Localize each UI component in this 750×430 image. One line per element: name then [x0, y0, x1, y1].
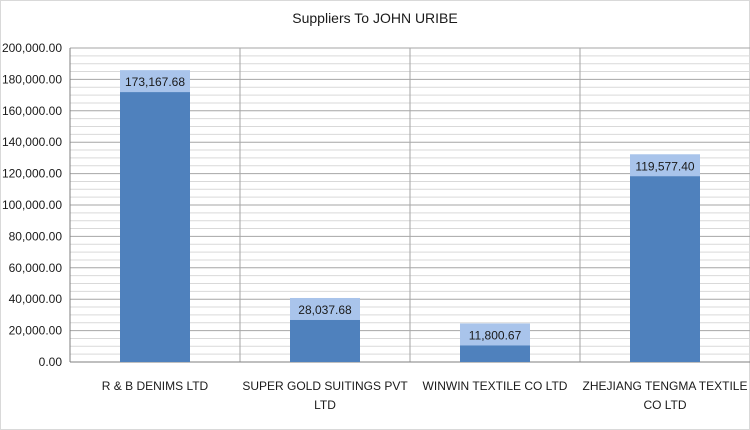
data-label: 173,167.68 — [125, 75, 185, 89]
chart-title: Suppliers To JOHN URIBE — [292, 10, 458, 26]
data-label: 119,577.40 — [635, 159, 694, 173]
x-category-label: WINWIN TEXTILE CO LTD — [423, 379, 568, 393]
bar — [120, 90, 190, 362]
y-tick-label: 80,000.00 — [9, 229, 63, 243]
data-label: 28,037.68 — [298, 303, 352, 317]
x-category-label: SUPER GOLD SUITINGS PVT LTD — [242, 379, 408, 412]
x-category-label: ZHEJIANG TENGMA TEXTILE CO LTD — [583, 379, 748, 412]
data-label-background — [630, 154, 700, 177]
y-tick-label: 60,000.00 — [9, 261, 63, 275]
y-tick-label: 140,000.00 — [2, 135, 62, 149]
y-tick-label: 40,000.00 — [9, 292, 63, 306]
bar — [460, 343, 530, 362]
data-label: 11,800.67 — [469, 328, 522, 342]
bar — [630, 174, 700, 362]
y-tick-label: 20,000.00 — [9, 324, 63, 338]
x-category-label: R & B DENIMS LTD — [102, 379, 209, 393]
y-tick-label: 120,000.00 — [2, 167, 62, 181]
data-label-background — [290, 297, 360, 320]
y-tick-label: 160,000.00 — [2, 104, 62, 118]
data-label-background — [460, 323, 530, 346]
y-tick-label: 0.00 — [39, 355, 63, 369]
bar — [290, 317, 360, 362]
y-tick-label: 100,000.00 — [2, 198, 62, 212]
data-label-background — [120, 70, 190, 93]
y-tick-label: 200,000.00 — [2, 41, 62, 55]
y-tick-label: 180,000.00 — [2, 72, 62, 86]
